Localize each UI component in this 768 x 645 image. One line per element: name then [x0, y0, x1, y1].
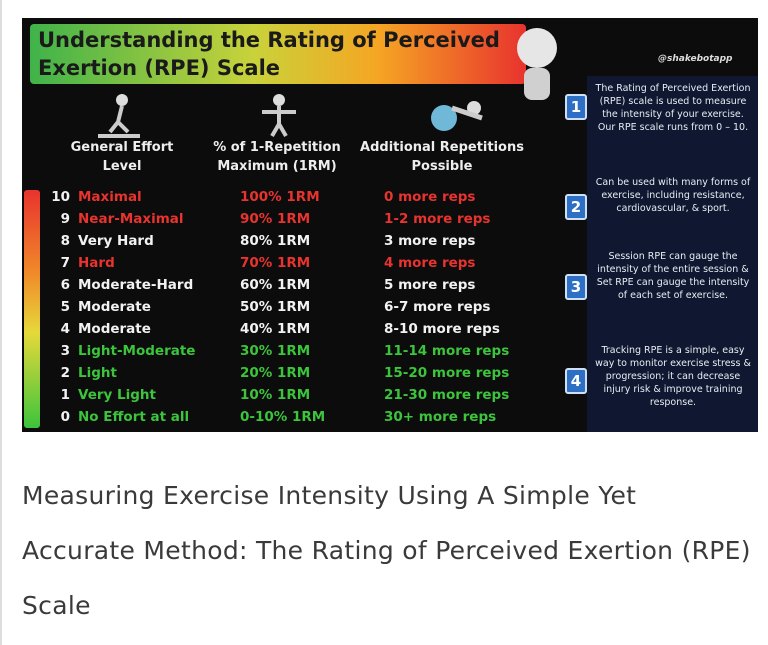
reps-possible: 1-2 more reps: [384, 211, 491, 227]
percent-1rm: 100% 1RM: [240, 189, 320, 205]
percent-1rm: 0-10% 1RM: [240, 409, 326, 425]
column-header: General Effort Level: [70, 140, 174, 174]
infographic: Understanding the Rating of Perceived Ex…: [22, 18, 758, 432]
treadmill-icon: [98, 94, 140, 138]
percent-1rm: 90% 1RM: [240, 211, 311, 227]
side-panel: [587, 76, 758, 432]
effort-level: Moderate: [78, 321, 151, 337]
level-number: 9: [60, 211, 70, 227]
level-number: 0: [60, 409, 70, 425]
figure-icon: [517, 28, 557, 100]
reps-possible: 0 more reps: [384, 189, 476, 205]
level-number: 6: [60, 277, 70, 293]
ball-icon: [431, 101, 483, 131]
percent-1rm: 50% 1RM: [240, 299, 311, 315]
reps-possible: 30+ more reps: [384, 409, 497, 425]
level-number: 5: [60, 299, 70, 315]
percent-1rm: 30% 1RM: [240, 343, 311, 359]
column-header: Additional Repetitions Possible: [360, 140, 524, 174]
percent-1rm: 60% 1RM: [240, 277, 311, 293]
reps-possible: 15-20 more reps: [384, 365, 510, 381]
level-number: 3: [60, 343, 70, 359]
percent-1rm: 70% 1RM: [240, 255, 311, 271]
effort-level: Maximal: [78, 189, 142, 205]
column-header: % of 1-Repetition Maximum (1RM): [213, 140, 341, 174]
level-number: 1: [60, 387, 70, 403]
level-number: 8: [60, 233, 70, 249]
effort-level: Moderate-Hard: [78, 277, 194, 293]
handle: @shakebotapp: [658, 54, 733, 64]
note-text: Session RPE can gauge the intensity of t…: [596, 251, 750, 301]
reps-possible: 11-14 more reps: [384, 343, 510, 359]
reps-possible: 8-10 more reps: [384, 321, 500, 337]
level-number: 2: [60, 365, 70, 381]
note-text: The Rating of Perceived Exertion (RPE) s…: [595, 83, 751, 133]
effort-level: No Effort at all: [78, 409, 190, 425]
article-headline[interactable]: Measuring Exercise Intensity Using A Sim…: [22, 481, 751, 620]
reps-possible: 5 more reps: [384, 277, 476, 293]
level-number: 7: [60, 255, 70, 271]
note-number: 1: [565, 94, 587, 120]
reps-possible: 3 more reps: [384, 233, 476, 249]
effort-level: Very Light: [78, 387, 156, 403]
effort-level: Hard: [78, 255, 115, 271]
infographic-title: Understanding the Rating of Perceived Ex…: [30, 24, 526, 84]
effort-gradient-bar: [24, 190, 40, 428]
effort-level: Light: [78, 365, 117, 381]
effort-level: Moderate: [78, 299, 151, 315]
reps-possible: 21-30 more reps: [384, 387, 510, 403]
percent-1rm: 10% 1RM: [240, 387, 311, 403]
effort-level: Light-Moderate: [78, 343, 196, 359]
note-number: 2: [565, 194, 587, 220]
note-number: 4: [565, 368, 587, 394]
effort-level: Near-Maximal: [78, 211, 184, 227]
percent-1rm: 80% 1RM: [240, 233, 311, 249]
lift-icon: [262, 94, 296, 138]
reps-possible: 4 more reps: [384, 255, 476, 271]
note-number: 3: [565, 274, 587, 300]
note-text: Tracking RPE is a simple, easy way to mo…: [595, 345, 751, 408]
percent-1rm: 40% 1RM: [240, 321, 311, 337]
effort-level: Very Hard: [78, 233, 154, 249]
reps-possible: 6-7 more reps: [384, 299, 491, 315]
level-number: 10: [51, 189, 70, 205]
level-number: 4: [60, 321, 70, 337]
percent-1rm: 20% 1RM: [240, 365, 311, 381]
note-text: Can be used with many forms of exercise,…: [595, 177, 751, 214]
